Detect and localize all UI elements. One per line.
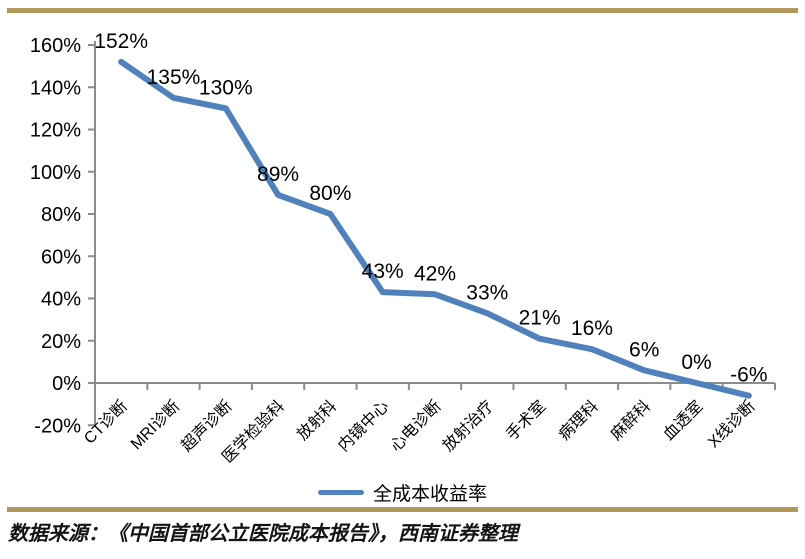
x-category-label: 心电诊断 [387, 397, 445, 455]
y-axis-tick-label: 60% [41, 246, 81, 268]
data-point-label: 152% [94, 30, 148, 53]
data-point-label: 6% [629, 338, 659, 361]
bottom-accent-border [7, 507, 798, 512]
y-axis-tick-label: 140% [30, 77, 81, 99]
chart-legend: 全成本收益率 [0, 479, 805, 506]
y-axis-tick-label: 100% [30, 162, 81, 184]
data-point-label: 16% [571, 317, 613, 340]
y-axis-tick-label: 40% [41, 289, 81, 311]
data-point-label: -6% [730, 364, 767, 387]
data-point-label: 80% [309, 182, 351, 205]
x-category-label: CT诊断 [81, 397, 131, 447]
data-point-label: 130% [199, 76, 253, 99]
x-category-label: 内镜中心 [334, 396, 393, 455]
data-point-label: 42% [414, 262, 456, 285]
source-note: 数据来源：《中国首部公立医院成本报告》，西南证券整理 [8, 521, 518, 545]
legend-series-label: 全成本收益率 [372, 484, 487, 505]
data-point-label: 33% [466, 281, 508, 304]
data-point-label: 43% [362, 260, 404, 283]
y-axis-tick-label: 160% [30, 35, 81, 57]
data-point-label: 21% [519, 307, 561, 330]
data-point-label: 0% [681, 351, 711, 374]
legend-line-marker [317, 490, 364, 495]
x-category-label: 放射治疗 [439, 397, 497, 455]
y-axis-tick-label: 20% [41, 331, 81, 353]
y-axis-tick-label: 120% [30, 120, 81, 142]
x-category-label: 血透室 [660, 397, 707, 444]
full-cost-return-line-chart: 160% 140% 120% 100% 80% 60% 40% 20% 0% -20% 152% 13… [30, 30, 776, 466]
x-category-label: 放射科 [294, 397, 341, 444]
x-category-label: 麻醉科 [607, 397, 654, 444]
x-category-label: 手术室 [503, 397, 550, 444]
data-point-label: 135% [147, 66, 201, 89]
top-accent-border [7, 8, 798, 13]
y-axis-tick-label: 0% [52, 373, 81, 395]
x-category-label: X线诊断 [704, 397, 758, 451]
data-point-label: 89% [257, 163, 299, 186]
x-category-label: MRI诊断 [127, 397, 183, 453]
x-category-label: 病理科 [555, 397, 602, 444]
series-line [118, 58, 752, 399]
y-axis-tick-label: -20% [34, 415, 81, 437]
y-axis-tick-label: 80% [41, 204, 81, 226]
